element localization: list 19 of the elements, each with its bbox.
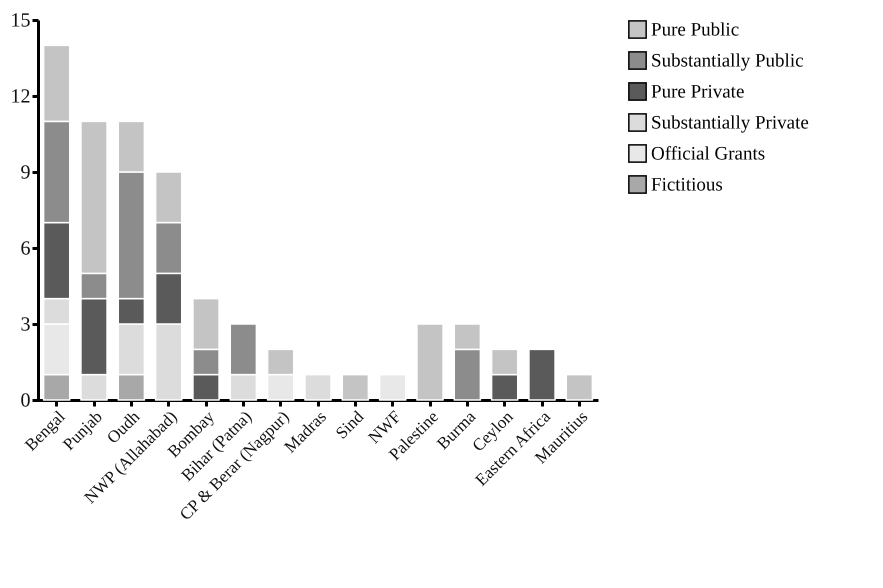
bar — [416, 323, 444, 401]
legend-label: Fictitious — [651, 174, 723, 196]
legend-label: Pure Public — [651, 20, 740, 40]
y-tick-label: 6 — [20, 238, 30, 260]
legend-label: Pure Private — [651, 82, 744, 102]
bar — [342, 374, 370, 401]
bar — [378, 374, 406, 401]
legend-label: Official Grants — [651, 144, 766, 164]
y-tick-label: 9 — [20, 162, 30, 184]
bar — [304, 374, 332, 401]
legend-label: Substantially Private — [651, 112, 809, 134]
legend-label: Substantially Public — [651, 50, 804, 72]
y-tick-label: 15 — [10, 10, 30, 32]
y-tick-label: 12 — [10, 86, 30, 108]
x-tick-label: Sind — [332, 406, 368, 443]
bar — [528, 348, 556, 401]
y-tick-label: 3 — [20, 314, 30, 336]
bar — [566, 374, 594, 401]
y-tick-label: 0 — [20, 390, 30, 412]
